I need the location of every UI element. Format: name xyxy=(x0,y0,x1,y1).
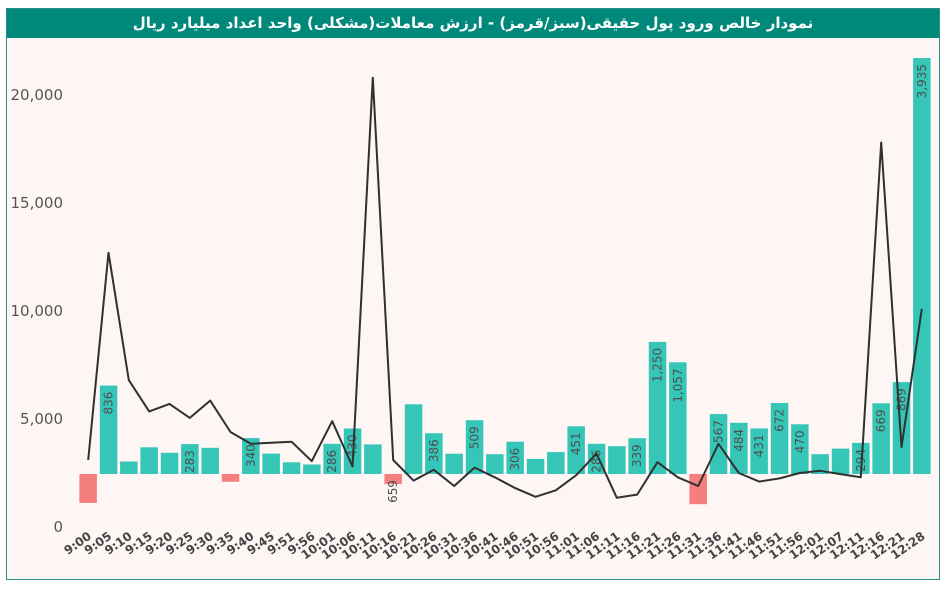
bar xyxy=(892,382,911,474)
chart-title: نمودار خالص ورود پول حقیقی(سبز/قرمز) - ا… xyxy=(7,9,939,38)
bar-data-label: 567 xyxy=(712,420,726,443)
bar xyxy=(323,443,341,474)
bar xyxy=(262,453,280,474)
bar xyxy=(913,58,931,474)
bar xyxy=(242,438,260,474)
bar xyxy=(648,341,667,474)
y-axis: 0 5,000 10,000 15,000 20,000 xyxy=(11,86,64,536)
bar xyxy=(628,438,646,474)
bar xyxy=(872,403,890,474)
value-line xyxy=(87,76,923,499)
bar xyxy=(425,433,443,474)
bar-data-label: 340 xyxy=(244,444,258,467)
bar-data-label: 294 xyxy=(854,449,868,472)
bar xyxy=(303,464,321,474)
bar xyxy=(465,420,484,474)
bar xyxy=(791,424,809,474)
bar-data-label: 431 xyxy=(752,434,766,457)
bar xyxy=(282,462,301,474)
bar xyxy=(181,444,199,474)
bar xyxy=(140,447,158,474)
bar xyxy=(221,474,240,482)
bar xyxy=(120,461,138,474)
bar xyxy=(445,453,463,474)
bar xyxy=(567,426,585,474)
bar-data-label: 283 xyxy=(183,450,197,473)
chart-frame: نمودار خالص ورود پول حقیقی(سبز/قرمز) - ا… xyxy=(6,8,940,580)
bar xyxy=(750,428,768,474)
bar-data-label: 430 xyxy=(346,435,360,458)
y-tick-label: 15,000 xyxy=(11,194,64,212)
bar xyxy=(831,448,850,474)
bar-data-label: 286 xyxy=(325,450,339,473)
bar xyxy=(404,404,423,474)
y-tick-label: 5,000 xyxy=(20,410,63,428)
y-tick-label: 20,000 xyxy=(11,86,64,104)
bar xyxy=(770,403,789,474)
bar xyxy=(201,447,219,474)
line-series xyxy=(87,76,923,499)
bar xyxy=(669,362,687,474)
bar-data-label: 451 xyxy=(569,432,583,455)
bar xyxy=(486,454,504,474)
bar-data-label: 836 xyxy=(102,392,116,415)
bar xyxy=(526,458,545,474)
y-tick-label: 10,000 xyxy=(11,302,64,320)
bar-data-label: 306 xyxy=(508,448,522,471)
bar-data-label: 339 xyxy=(630,444,644,467)
bar-data-label: 1,250 xyxy=(651,348,665,382)
bar xyxy=(79,474,97,503)
x-axis: 9:009:059:109:159:209:259:309:359:409:45… xyxy=(61,529,927,562)
bar-data-label: 1,057 xyxy=(671,368,685,402)
bar-data-label: 509 xyxy=(468,426,482,449)
bar xyxy=(160,452,179,474)
bar-data-label: 3,935 xyxy=(915,64,929,98)
bar-data-labels: 836 283 340 286 430 659 386 509 306 451 286 339 1,25… xyxy=(102,64,929,503)
bar-data-label: 470 xyxy=(793,430,807,453)
bar xyxy=(811,454,829,474)
bar-data-label: 484 xyxy=(732,429,746,452)
bar xyxy=(99,385,118,474)
bar xyxy=(852,442,870,474)
bar-data-label: 386 xyxy=(427,439,441,462)
bar xyxy=(364,444,382,474)
bar xyxy=(689,474,707,505)
bar xyxy=(587,443,606,474)
y-tick-label: 0 xyxy=(53,518,63,536)
bar-data-label: 672 xyxy=(773,409,787,432)
bar-data-label: 286 xyxy=(590,450,604,473)
bar-data-label: 669 xyxy=(874,409,888,432)
bar-series xyxy=(79,58,931,505)
bar xyxy=(547,452,565,474)
bar-data-label: 659 xyxy=(386,480,400,503)
bar xyxy=(506,441,524,474)
bar xyxy=(730,422,748,474)
bar xyxy=(384,474,402,485)
bar xyxy=(608,446,626,474)
